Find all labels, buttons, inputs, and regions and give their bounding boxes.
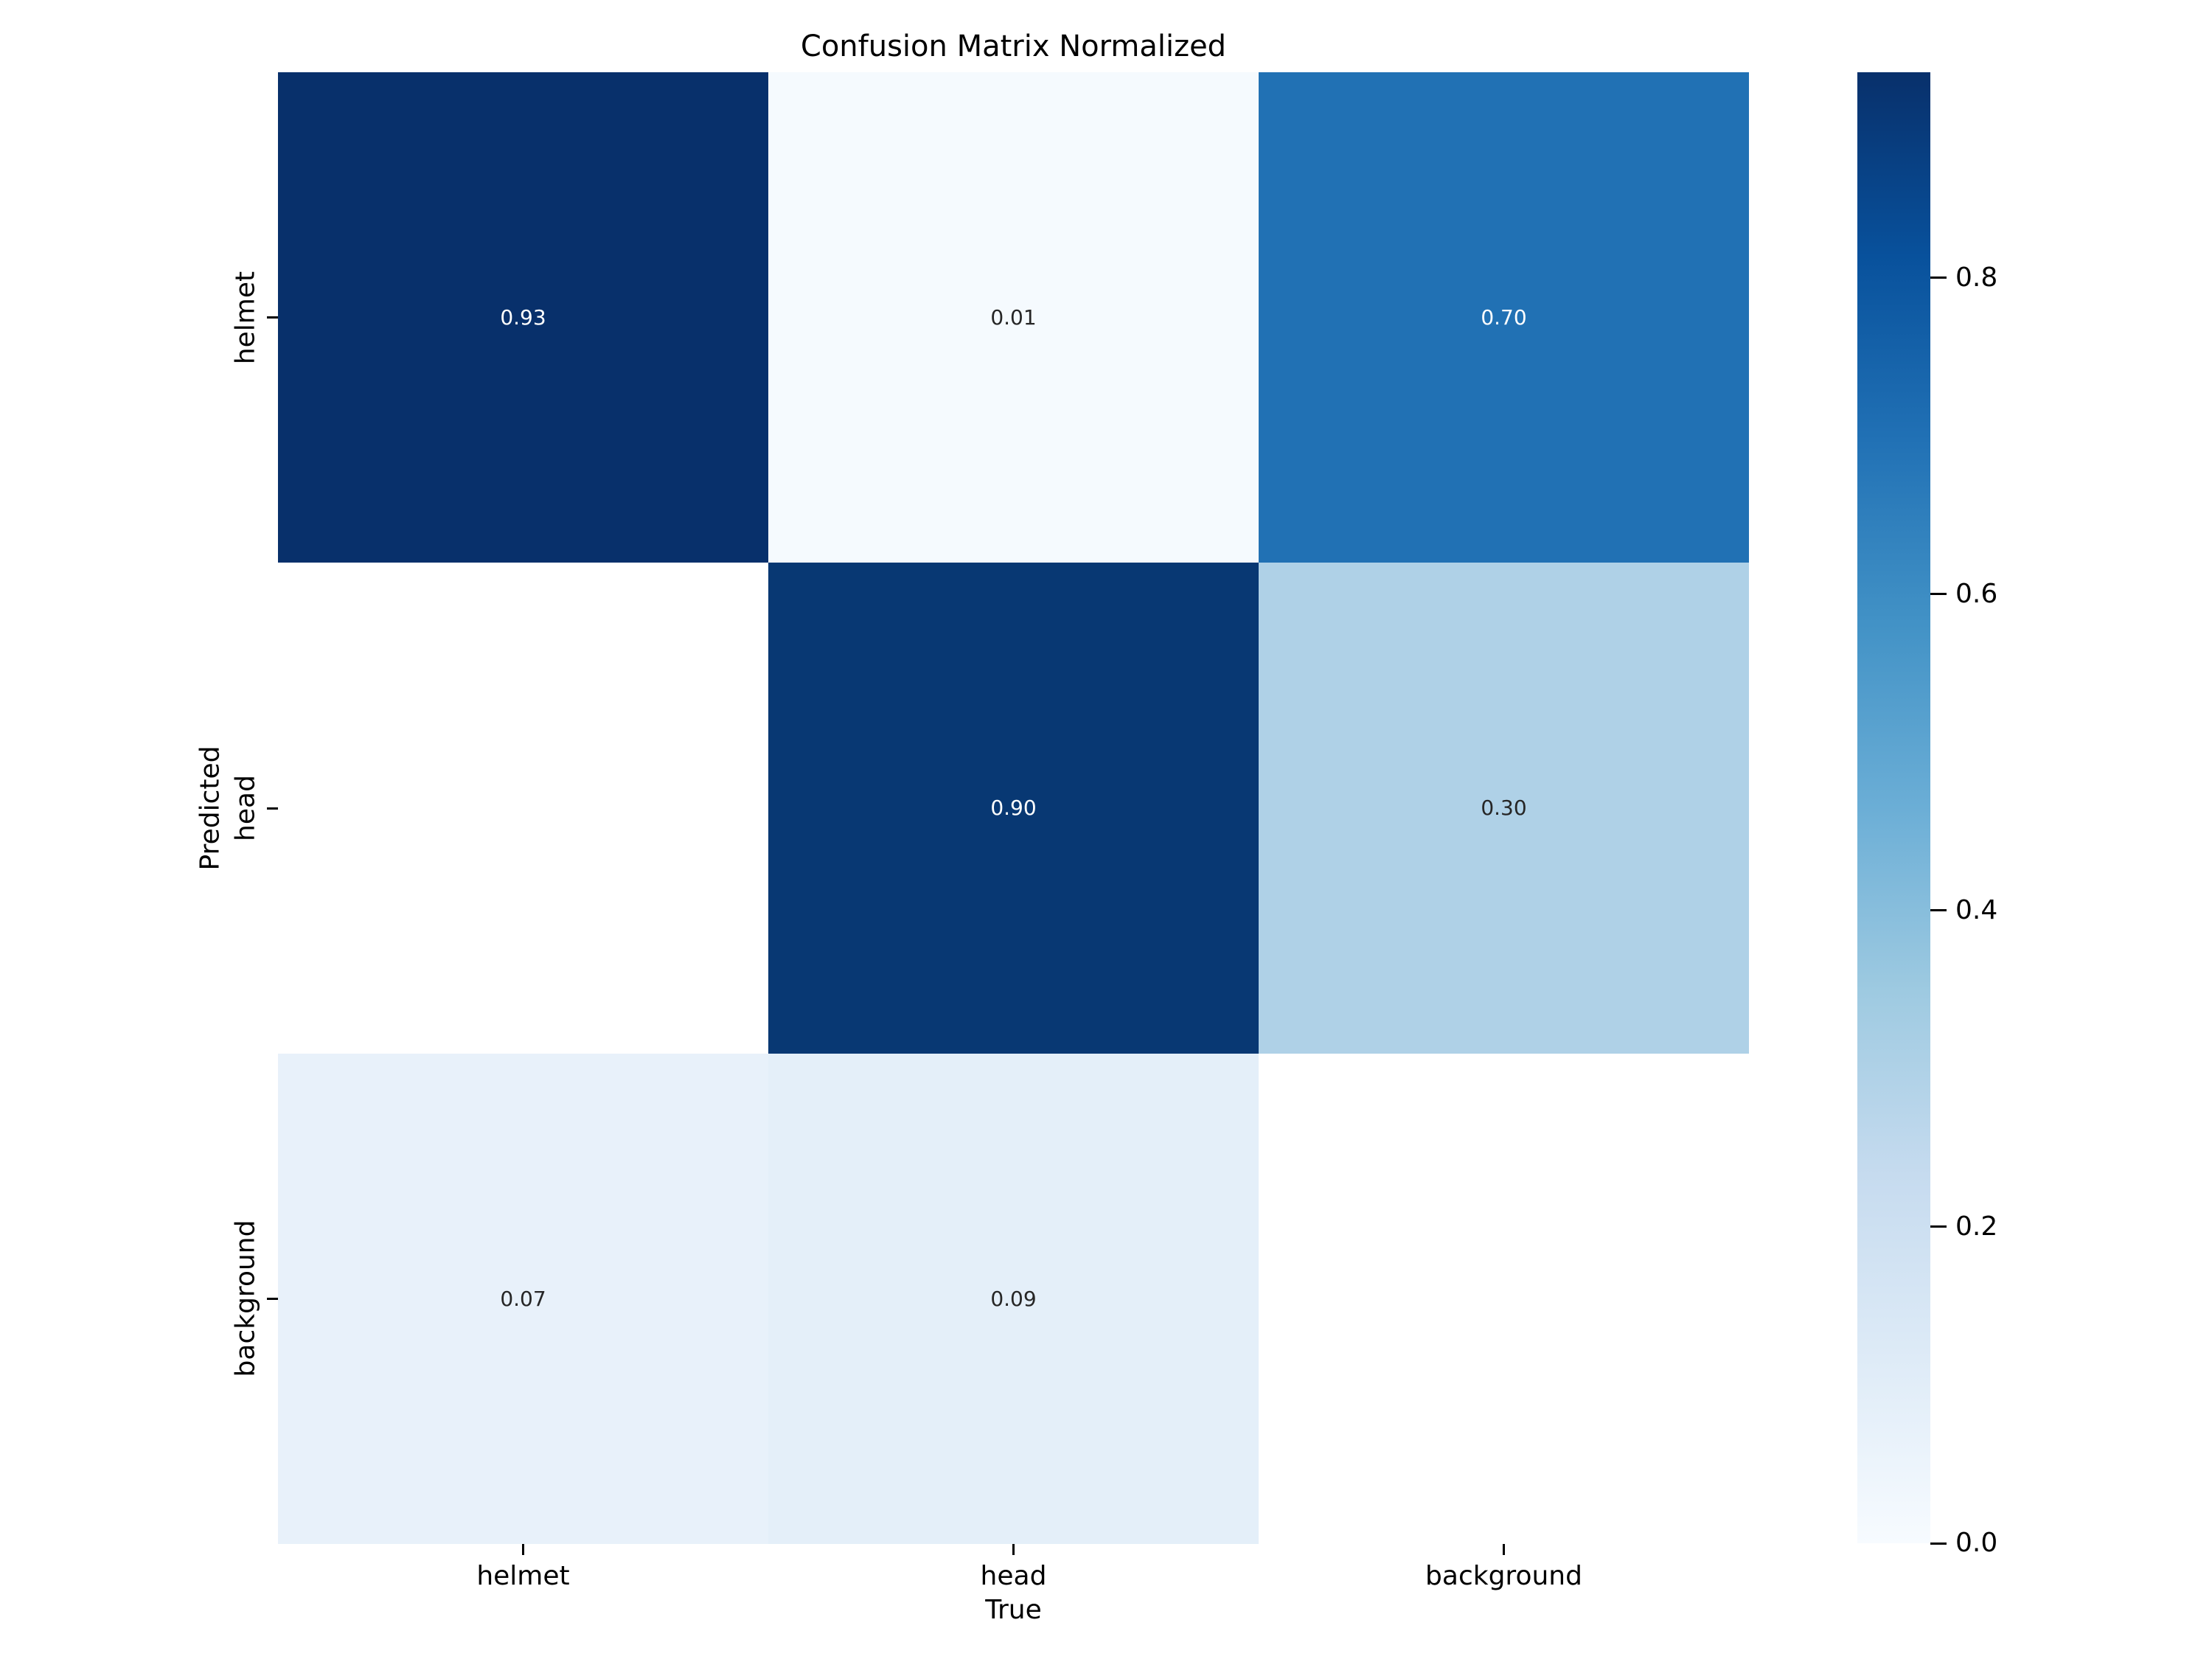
heatmap-cell-head-background: 0.30	[1259, 563, 1749, 1054]
colorbar	[1857, 72, 1930, 1543]
heatmap-cell-background-background	[1259, 1053, 1749, 1544]
heatmap-cell-helmet-head: 0.01	[768, 72, 1259, 563]
heatmap-cell-helmet-background: 0.70	[1259, 72, 1749, 563]
y-axis-label: Predicted	[195, 745, 226, 871]
cell-value: 0.93	[500, 305, 546, 330]
colorbar-tickmark	[1930, 1225, 1947, 1228]
x-tickmark	[522, 1544, 524, 1555]
y-tick-label-head: head	[230, 775, 261, 841]
y-tickmark	[267, 807, 278, 810]
y-tickmark	[267, 316, 278, 319]
y-tick-label-background: background	[230, 1220, 261, 1377]
heatmap-cell-background-head: 0.09	[768, 1053, 1259, 1544]
cell-value: 0.70	[1481, 305, 1527, 330]
x-axis-label: True	[985, 1595, 1042, 1625]
colorbar-tick-label: 0.6	[1955, 578, 1998, 609]
colorbar-tickmark	[1930, 909, 1947, 912]
colorbar-tick-label: 0.4	[1955, 894, 1998, 925]
colorbar-tickmark	[1930, 276, 1947, 279]
colorbar-tickmark	[1930, 1542, 1947, 1545]
heatmap-cell-helmet-helmet: 0.93	[278, 72, 768, 563]
cell-value: 0.30	[1481, 796, 1527, 821]
x-tick-label-head: head	[980, 1561, 1047, 1591]
cell-value: 0.07	[500, 1286, 546, 1311]
heatmap-cell-head-helmet	[278, 563, 768, 1054]
heatmap-grid: 0.93 0.01 0.70 0.90 0.30 0.07 0.09	[278, 72, 1749, 1544]
x-tickmark	[1012, 1544, 1015, 1555]
y-tick-label-helmet: helmet	[230, 271, 261, 364]
colorbar-tickmark	[1930, 593, 1947, 596]
colorbar-tick-label: 0.2	[1955, 1211, 1998, 1242]
colorbar-tick-label: 0.0	[1955, 1528, 1998, 1558]
cell-value: 0.09	[990, 1286, 1037, 1311]
x-tickmark	[1503, 1544, 1505, 1555]
heatmap-cell-background-helmet: 0.07	[278, 1053, 768, 1544]
cell-value: 0.01	[990, 305, 1037, 330]
chart-title: Confusion Matrix Normalized	[800, 29, 1227, 63]
y-tickmark	[267, 1297, 278, 1300]
x-tick-label-background: background	[1425, 1561, 1582, 1591]
heatmap-cell-head-head: 0.90	[768, 563, 1259, 1054]
x-tick-label-helmet: helmet	[476, 1561, 570, 1591]
cell-value: 0.90	[990, 796, 1037, 821]
colorbar-tick-label: 0.8	[1955, 262, 1998, 293]
